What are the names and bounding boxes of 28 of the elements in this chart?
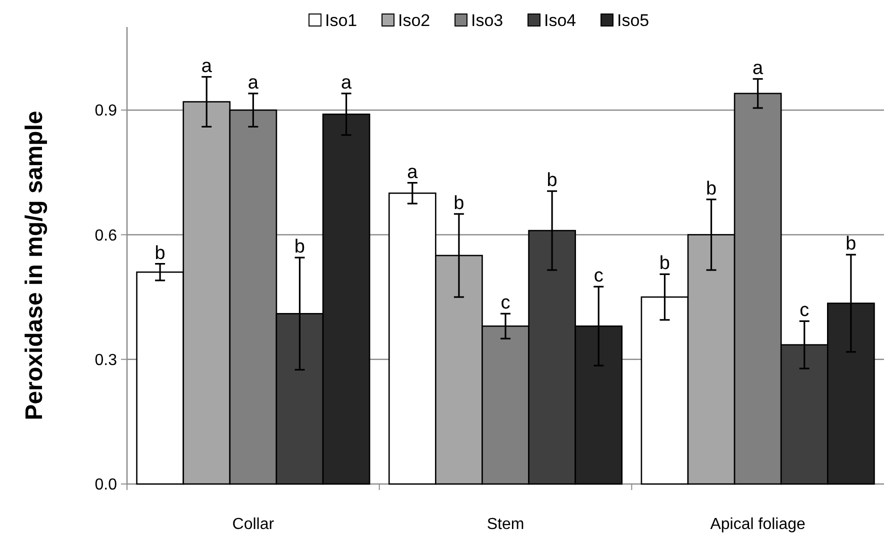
data-label: a: [407, 162, 418, 183]
data-label: b: [546, 170, 558, 192]
data-label: b: [454, 192, 464, 214]
y-tick-label: 0.0: [94, 476, 118, 494]
legend-label: Iso4: [544, 10, 576, 30]
data-label: c: [500, 292, 510, 314]
x-tick-label: Collar: [232, 516, 275, 533]
y-tick-label: 0.6: [94, 227, 118, 244]
legend-label: Iso5: [617, 10, 650, 30]
data-label: a: [752, 58, 764, 79]
data-label: c: [594, 266, 604, 287]
y-axis-title: Peroxidase in mg/g sample: [21, 110, 48, 420]
data-label: a: [248, 72, 259, 94]
data-label: b: [294, 236, 306, 258]
data-label: b: [154, 242, 166, 264]
data-label: b: [659, 253, 670, 274]
x-tick-label: Apical foliage: [710, 516, 806, 533]
legend-label: Iso3: [471, 10, 504, 30]
x-tick-label: Stem: [486, 516, 524, 533]
data-label: c: [800, 300, 810, 322]
legend-label: Iso2: [398, 10, 430, 30]
legend-label: Iso1: [325, 10, 358, 30]
data-label: a: [201, 56, 212, 77]
y-tick-label: 0.3: [94, 352, 118, 369]
data-label: b: [846, 234, 856, 255]
data-label: a: [340, 72, 352, 94]
y-tick-label: 0.9: [94, 102, 118, 120]
data-label: b: [706, 178, 717, 200]
